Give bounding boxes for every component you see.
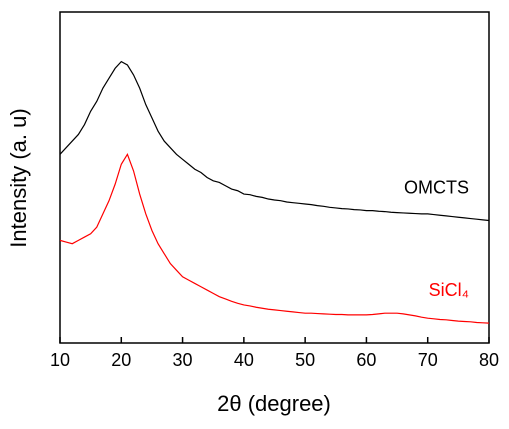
series-label: SiCl₄	[429, 280, 469, 300]
x-tick-label: 40	[234, 350, 254, 370]
x-tick-label: 50	[295, 350, 315, 370]
x-tick-label: 30	[173, 350, 193, 370]
x-tick-label: 70	[418, 350, 438, 370]
x-tick-label: 80	[479, 350, 499, 370]
series-label: OMCTS	[404, 177, 469, 197]
plot-frame	[59, 11, 490, 344]
x-tick-label: 60	[356, 350, 376, 370]
series-line	[59, 60, 490, 222]
series-line	[59, 152, 490, 324]
x-axis-title: 2θ (degree)	[217, 391, 331, 416]
y-axis-title: Intensity (a. u)	[6, 108, 31, 247]
x-tick-label: 20	[111, 350, 131, 370]
x-tick-label: 10	[50, 350, 70, 370]
